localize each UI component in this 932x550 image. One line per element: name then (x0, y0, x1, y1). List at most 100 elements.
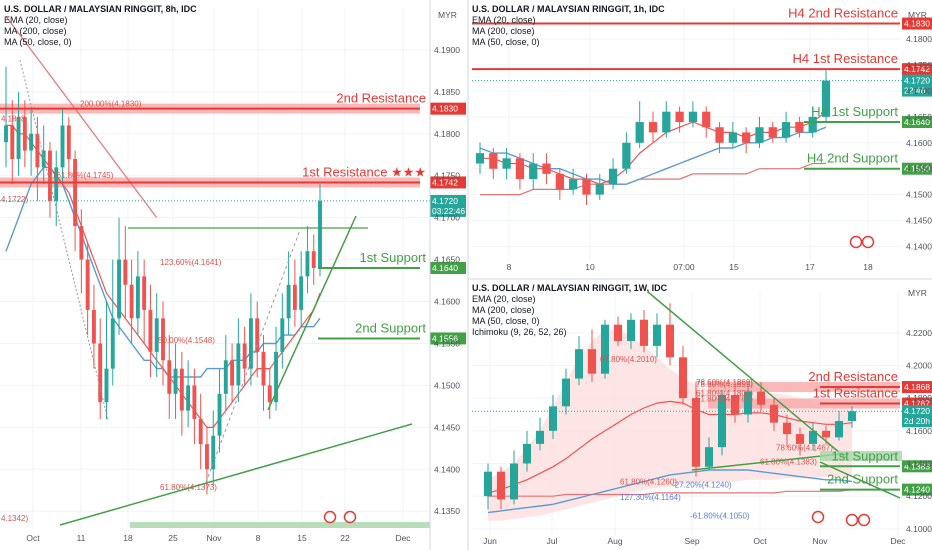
panel-1h-x-tick-label: 07:00 (673, 262, 695, 272)
candle-body (4, 125, 8, 143)
panel-8h-x-tick-label: 18 (123, 533, 133, 543)
support-price-tag (902, 460, 932, 473)
candle-body (768, 127, 777, 138)
fib-level-label: 61.80%(4.1767) (696, 395, 753, 404)
support-trendline-2 (819, 461, 901, 499)
candle-body (217, 393, 222, 436)
candle-body (821, 430, 831, 438)
candle-body (129, 284, 134, 319)
panel-8h-y-tick-label: 4.1400 (434, 464, 460, 474)
candle-body (198, 418, 203, 445)
candle-body (595, 184, 604, 195)
panel-1w-x-tick-label: Jul (547, 536, 558, 546)
current-price-tag (430, 194, 466, 217)
panel-8h-y-tick-label: 4.1750 (434, 171, 460, 181)
candle-body (622, 142, 631, 169)
panel-8h-x-tick-label: 15 (297, 533, 307, 543)
ema20-line (480, 111, 827, 185)
resistance-level-label: 1st Resistance ★★★ (302, 164, 426, 179)
panel-1h-indicator-ma50: MA (50, close, 0) (472, 37, 540, 47)
fib-level-label: 127.30%(4.1164) (620, 493, 681, 502)
fib-level-label: 78.60%(4.1869) (696, 378, 753, 387)
panel-1w-candles (483, 303, 857, 510)
panel-1w-y-tick-label: 4.1400 (906, 459, 932, 469)
candle-body (135, 276, 140, 319)
fib-level-label: -27.20%(4.1240) (672, 481, 732, 490)
resistance-price-tag-label: 4.1868 (904, 382, 930, 392)
candle-body (535, 430, 545, 444)
panel-1w-x-tick-label: Nov (812, 536, 828, 546)
candle-body (635, 122, 644, 143)
resistance-price-tag-label: 4.1742 (904, 64, 930, 74)
resistance-price-tag (430, 102, 466, 115)
candle-body (717, 394, 727, 448)
candle-body (261, 351, 266, 386)
candle-body (205, 444, 209, 470)
support-level-label: 1st Support (832, 448, 899, 463)
panel-8h-y-tick-label: 4.1450 (434, 422, 460, 432)
candle-body (769, 404, 779, 423)
candle-body (582, 179, 591, 195)
resistance-level-label: 2nd Resistance (808, 369, 898, 384)
panel-1h-y-tick-label: 4.1750 (906, 60, 932, 70)
current-price-label: 4.1720 (904, 406, 930, 416)
candle-body (104, 368, 109, 403)
candle-body (781, 122, 791, 138)
candle-body (35, 133, 40, 168)
panel-1h-currency: MYR (908, 10, 927, 20)
support-level-label: 1st Support (360, 250, 427, 265)
panel-1h-candles (475, 70, 831, 205)
support-level-label: H4 2nd Support (807, 151, 898, 166)
candle-body (542, 163, 551, 174)
fib-level-label: 161.80%(4.1745) (52, 171, 114, 180)
current-price-countdown: 22:46 (904, 86, 926, 96)
candle-body (702, 111, 711, 128)
resistance-price-tag (902, 63, 932, 76)
resistance-level-label: 1st Resistance (813, 386, 898, 401)
event-flag-icon (323, 510, 337, 524)
candle-body (475, 153, 485, 164)
support-price-tag (430, 332, 466, 345)
candle-body (292, 284, 297, 310)
candle-body (821, 80, 831, 117)
resistance-level-label: 2nd Resistance (336, 91, 426, 106)
candle-body (529, 163, 538, 180)
support-level-label: 2nd Support (355, 320, 426, 335)
resistance-price-tag-label: 4.1830 (904, 19, 930, 29)
resistance-price-tag-label: 4.1742 (432, 177, 458, 187)
panel-8h-indicator-ma200: MA (200, close) (4, 26, 67, 36)
panel-8h-y-tick-label: 4.1800 (434, 129, 460, 139)
panel-1w-drawings: 61.80%(4.2010) 78.60%(4.1869)78.60%(4.185… (600, 291, 902, 521)
panel-1w-indicator-ema: EMA (20, close) (472, 294, 536, 304)
candle-body (29, 133, 34, 151)
panel-1h-x-tick-label: 8 (507, 262, 512, 272)
resistance-zone (708, 398, 900, 409)
panel-1h-levels: H4 2nd Resistance 4.1830 H4 1st Resistance… (472, 6, 932, 175)
panel-1w-x-tick-label: Aug (607, 536, 622, 546)
candle-body (179, 368, 184, 411)
panel-1w-y-tick-label: 4.2000 (906, 361, 932, 371)
candle-body (305, 251, 310, 277)
support-level-label: 2nd Support (827, 472, 898, 487)
resistance-price-tag-label: 4.1767 (904, 399, 930, 409)
candle-body (743, 391, 753, 415)
candle-body (60, 125, 65, 168)
candle-body (483, 471, 493, 497)
event-flag-icon (861, 235, 875, 249)
candle-body (117, 259, 121, 319)
panel-1h-indicator-ma200: MA (200, close) (472, 26, 535, 36)
candle-body (626, 319, 636, 341)
panel-8h-x-tick-label: 11 (77, 533, 86, 543)
panel-8h-title: U.S. DOLLAR / MALAYSIAN RINGGIT, 8h, IDC (4, 4, 197, 14)
panel-8h-axes: 4.19004.18504.18004.17504.17004.16504.16… (26, 45, 460, 543)
resistance-price-tag (430, 176, 466, 189)
candle-body (608, 168, 618, 185)
candle-body (489, 153, 498, 169)
panel-1w-indicator-ma200: MA (200, close) (472, 305, 535, 315)
support-trendline (691, 453, 841, 471)
candle-body (782, 422, 792, 435)
current-price-label: 4.1720 (432, 196, 458, 206)
support-zone (820, 451, 902, 461)
candle-body (267, 385, 272, 403)
